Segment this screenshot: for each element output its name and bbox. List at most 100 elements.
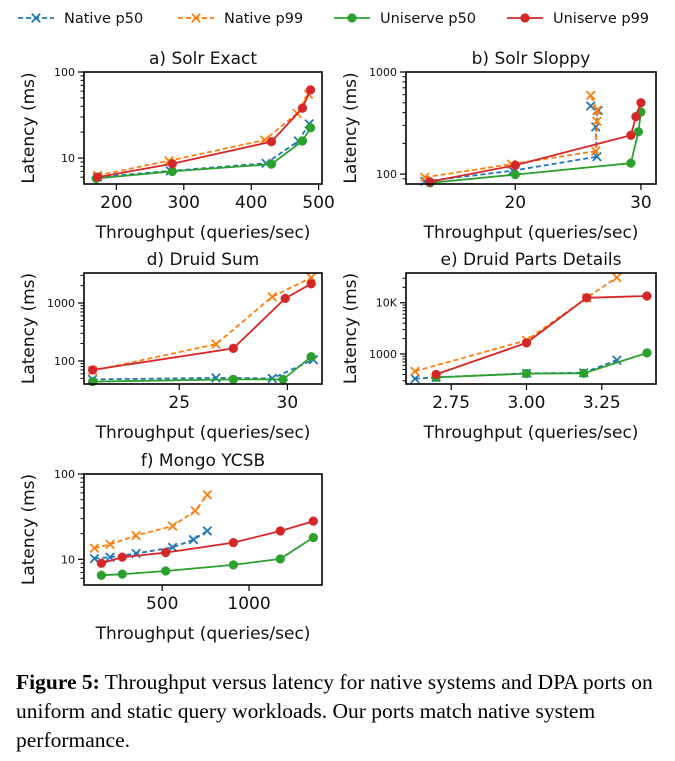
x-tick-label: 20 bbox=[504, 193, 526, 213]
data-point bbox=[89, 543, 100, 554]
data-point bbox=[592, 116, 602, 126]
x-tick-label: 300 bbox=[168, 193, 200, 213]
data-point bbox=[160, 547, 171, 558]
plot-frame bbox=[405, 272, 657, 385]
data-point bbox=[510, 160, 520, 170]
figure-canvas: Native p50 Native p99 Uniserve p50 Uniserve… bbox=[18, 11, 657, 644]
x-tick-label: 2.75 bbox=[432, 393, 470, 413]
y-tick-label: 100 bbox=[54, 66, 75, 79]
data-point bbox=[305, 123, 316, 133]
data-point bbox=[131, 530, 141, 541]
data-point bbox=[612, 272, 622, 283]
y-tick-label: 1000 bbox=[369, 66, 397, 79]
data-point bbox=[590, 146, 601, 156]
series-line bbox=[92, 358, 314, 381]
chart-title: f) Mongo YCSB bbox=[141, 451, 265, 471]
chart-panel: d) Druid Sum Throughput (queries/sec) Late… bbox=[19, 250, 323, 443]
data-point bbox=[266, 159, 277, 169]
data-point bbox=[228, 343, 238, 354]
data-point bbox=[585, 101, 596, 111]
caption-text: Throughput versus latency for native sys… bbox=[16, 670, 653, 752]
legend-marker bbox=[520, 13, 530, 23]
data-point bbox=[228, 537, 239, 548]
x-tick-label: 30 bbox=[630, 193, 652, 213]
data-point bbox=[211, 373, 221, 383]
data-point bbox=[267, 291, 278, 302]
y-tick-label: 1000 bbox=[369, 348, 397, 361]
plot-frame bbox=[405, 71, 657, 185]
x-tick-label: 3.00 bbox=[508, 393, 546, 413]
caption-label: Figure 5: bbox=[16, 670, 100, 694]
data-point bbox=[410, 373, 420, 384]
x-tick-label: 500 bbox=[146, 594, 178, 614]
x-tick-label: 400 bbox=[235, 193, 267, 213]
series-line bbox=[92, 356, 312, 383]
data-point bbox=[96, 570, 107, 580]
plot-frame bbox=[83, 473, 323, 586]
chart-panel: f) Mongo YCSB Throughput (queries/sec) Lat… bbox=[19, 451, 323, 644]
data-point bbox=[280, 293, 290, 304]
data-point bbox=[278, 374, 288, 385]
data-point bbox=[305, 85, 316, 95]
series-line bbox=[424, 95, 598, 179]
series-line bbox=[94, 530, 208, 560]
data-point bbox=[96, 558, 107, 568]
x-tick-label: 500 bbox=[302, 193, 334, 213]
y-axis-label: Latency (ms) bbox=[341, 273, 361, 384]
data-point bbox=[636, 98, 646, 108]
data-point bbox=[510, 169, 520, 180]
data-point bbox=[160, 566, 171, 576]
data-point bbox=[275, 554, 285, 564]
y-axis-label: Latency (ms) bbox=[19, 72, 39, 183]
data-point bbox=[167, 542, 178, 553]
legend-marker bbox=[31, 13, 41, 23]
data-point bbox=[431, 369, 441, 380]
data-point bbox=[585, 90, 596, 101]
y-tick-label: 10K bbox=[376, 297, 398, 310]
chart-panels: a) Solr Exact Throughput (queries/sec) Lat… bbox=[19, 49, 657, 644]
series-line bbox=[92, 276, 312, 372]
legend-item: Uniserve p50 bbox=[334, 11, 476, 27]
chart-panel: e) Druid Parts Details Throughput (querie… bbox=[341, 250, 657, 443]
data-point bbox=[592, 105, 602, 116]
chart-title: a) Solr Exact bbox=[149, 49, 257, 69]
data-point bbox=[266, 137, 277, 147]
y-tick-label: 100 bbox=[376, 168, 397, 181]
data-point bbox=[626, 158, 636, 168]
series-line bbox=[436, 352, 648, 379]
x-axis-label: Throughput (queries/sec) bbox=[423, 423, 639, 443]
data-point bbox=[626, 130, 636, 140]
x-axis-label: Throughput (queries/sec) bbox=[95, 624, 311, 644]
data-point bbox=[631, 112, 641, 122]
chart-title: d) Druid Sum bbox=[147, 250, 260, 270]
data-point bbox=[190, 506, 201, 516]
data-point bbox=[425, 177, 435, 187]
x-tick-label: 30 bbox=[277, 393, 299, 413]
series-line bbox=[92, 283, 312, 371]
plot-frame bbox=[83, 272, 323, 385]
data-point bbox=[642, 291, 652, 301]
chart-panel: a) Solr Exact Throughput (queries/sec) Lat… bbox=[19, 49, 335, 243]
x-tick-label: 1000 bbox=[227, 594, 270, 614]
x-tick-label: 200 bbox=[100, 193, 132, 213]
y-tick-label: 10 bbox=[61, 152, 75, 165]
data-point bbox=[228, 560, 239, 570]
x-tick-label: 25 bbox=[168, 393, 190, 413]
chart-title: e) Druid Parts Details bbox=[440, 250, 621, 270]
data-point bbox=[117, 552, 127, 562]
legend-label: Native p99 bbox=[224, 11, 303, 27]
data-point bbox=[410, 366, 420, 377]
y-axis-label: Latency (ms) bbox=[19, 474, 39, 585]
data-point bbox=[521, 338, 532, 348]
x-tick-label: 3.25 bbox=[583, 393, 621, 413]
series-line bbox=[414, 276, 618, 373]
y-tick-label: 1000 bbox=[47, 297, 75, 310]
y-axis-label: Latency (ms) bbox=[19, 273, 39, 384]
series-line bbox=[414, 359, 618, 380]
legend-label: Native p50 bbox=[64, 11, 143, 27]
chart-panel: b) Solr Sloppy Throughput (queries/sec) La… bbox=[341, 49, 657, 243]
y-tick-label: 100 bbox=[54, 355, 75, 368]
series-line bbox=[435, 295, 648, 376]
series-line bbox=[429, 111, 642, 184]
data-point bbox=[167, 521, 178, 531]
